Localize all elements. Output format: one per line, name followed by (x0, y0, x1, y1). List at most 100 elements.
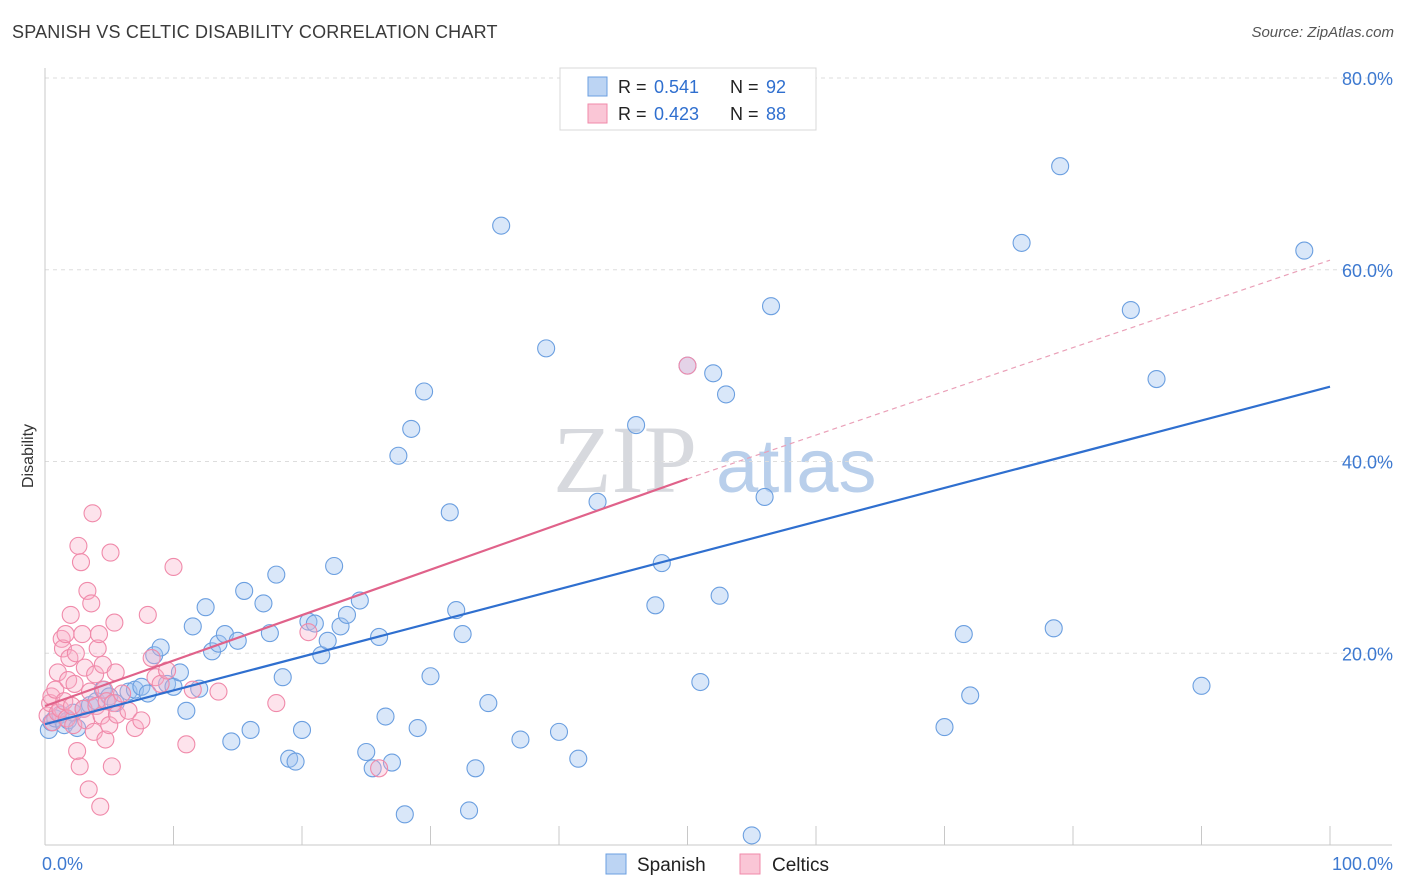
spanish-point-44 (318, 631, 337, 650)
spanish-point-83 (935, 718, 954, 737)
celtics-r-label: R = (618, 104, 647, 124)
spanish-point-69 (549, 722, 569, 741)
source-credit: Source: ZipAtlas.com (1251, 24, 1394, 41)
spanish-point-59 (421, 667, 440, 686)
celtics-point-26 (75, 658, 94, 677)
y-axis-label: Disability (20, 424, 37, 488)
x-tick-label-max: 100.0% (1332, 854, 1393, 874)
celtics-point-15 (61, 605, 80, 624)
legend-item-spanish[interactable]: Spanish (605, 853, 706, 876)
spanish-point-46 (331, 617, 350, 636)
spanish-swatch (587, 76, 608, 97)
y-tick-label-40: 40.0% (1342, 453, 1393, 473)
spanish-point-65 (479, 694, 498, 713)
spanish-point-79 (716, 385, 736, 404)
celtics-point-65 (299, 623, 318, 642)
celtics-point-48 (105, 613, 124, 632)
celtics-point-46 (102, 757, 121, 776)
spanish-point-24 (183, 617, 202, 636)
celtics-point-22 (70, 757, 89, 776)
stats-legend-row-celtics: R = 0.423 N = 88 (587, 103, 786, 124)
data-points (38, 157, 1314, 845)
spanish-trend-line (44, 385, 1331, 726)
spanish-point-82 (761, 297, 781, 316)
celtics-point-53 (125, 718, 144, 738)
spanish-point-57 (408, 718, 427, 738)
series-legend: Spanish Celtics (605, 853, 829, 876)
legend-celtics-label: Celtics (772, 855, 829, 876)
celtics-point-61 (177, 735, 196, 754)
spanish-point-52 (376, 707, 395, 726)
spanish-point-72 (627, 416, 646, 435)
spanish-point-85 (961, 686, 980, 705)
spanish-point-70 (569, 749, 588, 768)
celtics-trend-extension (687, 259, 1331, 480)
spanish-point-36 (267, 565, 286, 584)
celtics-n-value: 88 (766, 104, 786, 124)
celtics-point-37 (89, 625, 109, 644)
chart-title: SPANISH VS CELTIC DISABILITY CORRELATION… (12, 22, 498, 42)
tick-labels: 20.0% 40.0% 60.0% 80.0% 0.0% 100.0% (42, 69, 1393, 874)
spanish-r-label: R = (618, 77, 647, 97)
spanish-point-88 (1051, 157, 1070, 176)
celtics-point-32 (83, 504, 102, 523)
celtics-point-38 (91, 797, 110, 816)
celtics-point-45 (101, 543, 120, 562)
spanish-n-label: N = (730, 77, 759, 97)
spanish-point-73 (646, 596, 665, 615)
spanish-point-91 (1192, 676, 1211, 695)
spanish-point-78 (710, 586, 729, 605)
celtics-point-43 (97, 692, 116, 711)
spanish-point-92 (1295, 241, 1314, 260)
celtics-r-value: 0.423 (654, 104, 699, 124)
spanish-point-58 (415, 382, 434, 401)
watermark-atlas: atlas (716, 424, 877, 509)
spanish-point-77 (704, 364, 723, 383)
spanish-point-63 (459, 801, 479, 820)
celtics-point-60 (164, 557, 183, 577)
legend-item-celtics[interactable]: Celtics (739, 853, 829, 876)
celtics-point-24 (73, 625, 92, 644)
spanish-point-32 (235, 581, 254, 600)
celtics-point-31 (82, 594, 101, 613)
stats-legend: R = 0.541 N = 92 R = 0.423 N = 88 (559, 67, 817, 131)
y-tick-label-20: 20.0% (1342, 644, 1393, 664)
celtics-point-19 (66, 644, 85, 663)
celtics-point-29 (79, 780, 98, 799)
spanish-point-16 (132, 677, 151, 696)
spanish-point-64 (466, 759, 485, 778)
watermark: ZIP atlas (553, 406, 877, 513)
celtics-point-6 (48, 663, 67, 682)
spanish-point-55 (395, 805, 414, 824)
celtics-point-11 (56, 625, 75, 644)
celtics-n-label: N = (730, 104, 759, 124)
celtics-point-51 (113, 684, 132, 703)
spanish-point-39 (286, 752, 305, 771)
spanish-point-18 (145, 646, 164, 665)
spanish-n-value: 92 (766, 77, 786, 97)
celtics-point-36 (88, 639, 107, 658)
spanish-point-50 (363, 759, 382, 778)
celtics-point-20 (68, 741, 87, 761)
celtics-point-34 (86, 665, 105, 684)
celtics-point-18 (65, 674, 84, 693)
celtics-point-23 (71, 553, 91, 572)
y-tick-label-80: 80.0% (1342, 69, 1393, 89)
celtics-point-54 (132, 711, 151, 730)
stats-legend-row-spanish: R = 0.541 N = 92 (587, 76, 786, 97)
spanish-point-62 (453, 625, 472, 644)
legend-spanish-swatch (605, 853, 627, 875)
celtics-point-42 (96, 730, 115, 749)
spanish-point-37 (273, 668, 292, 687)
spanish-point-90 (1147, 369, 1166, 389)
grid-lines (45, 77, 1392, 654)
spanish-point-81 (755, 487, 774, 507)
watermark-zip: ZIP (553, 406, 697, 513)
spanish-point-30 (222, 732, 241, 751)
spanish-point-87 (1044, 619, 1063, 638)
celtics-point-66 (370, 759, 389, 778)
spanish-point-34 (254, 594, 273, 613)
spanish-point-84 (954, 625, 973, 644)
spanish-point-33 (241, 720, 260, 740)
